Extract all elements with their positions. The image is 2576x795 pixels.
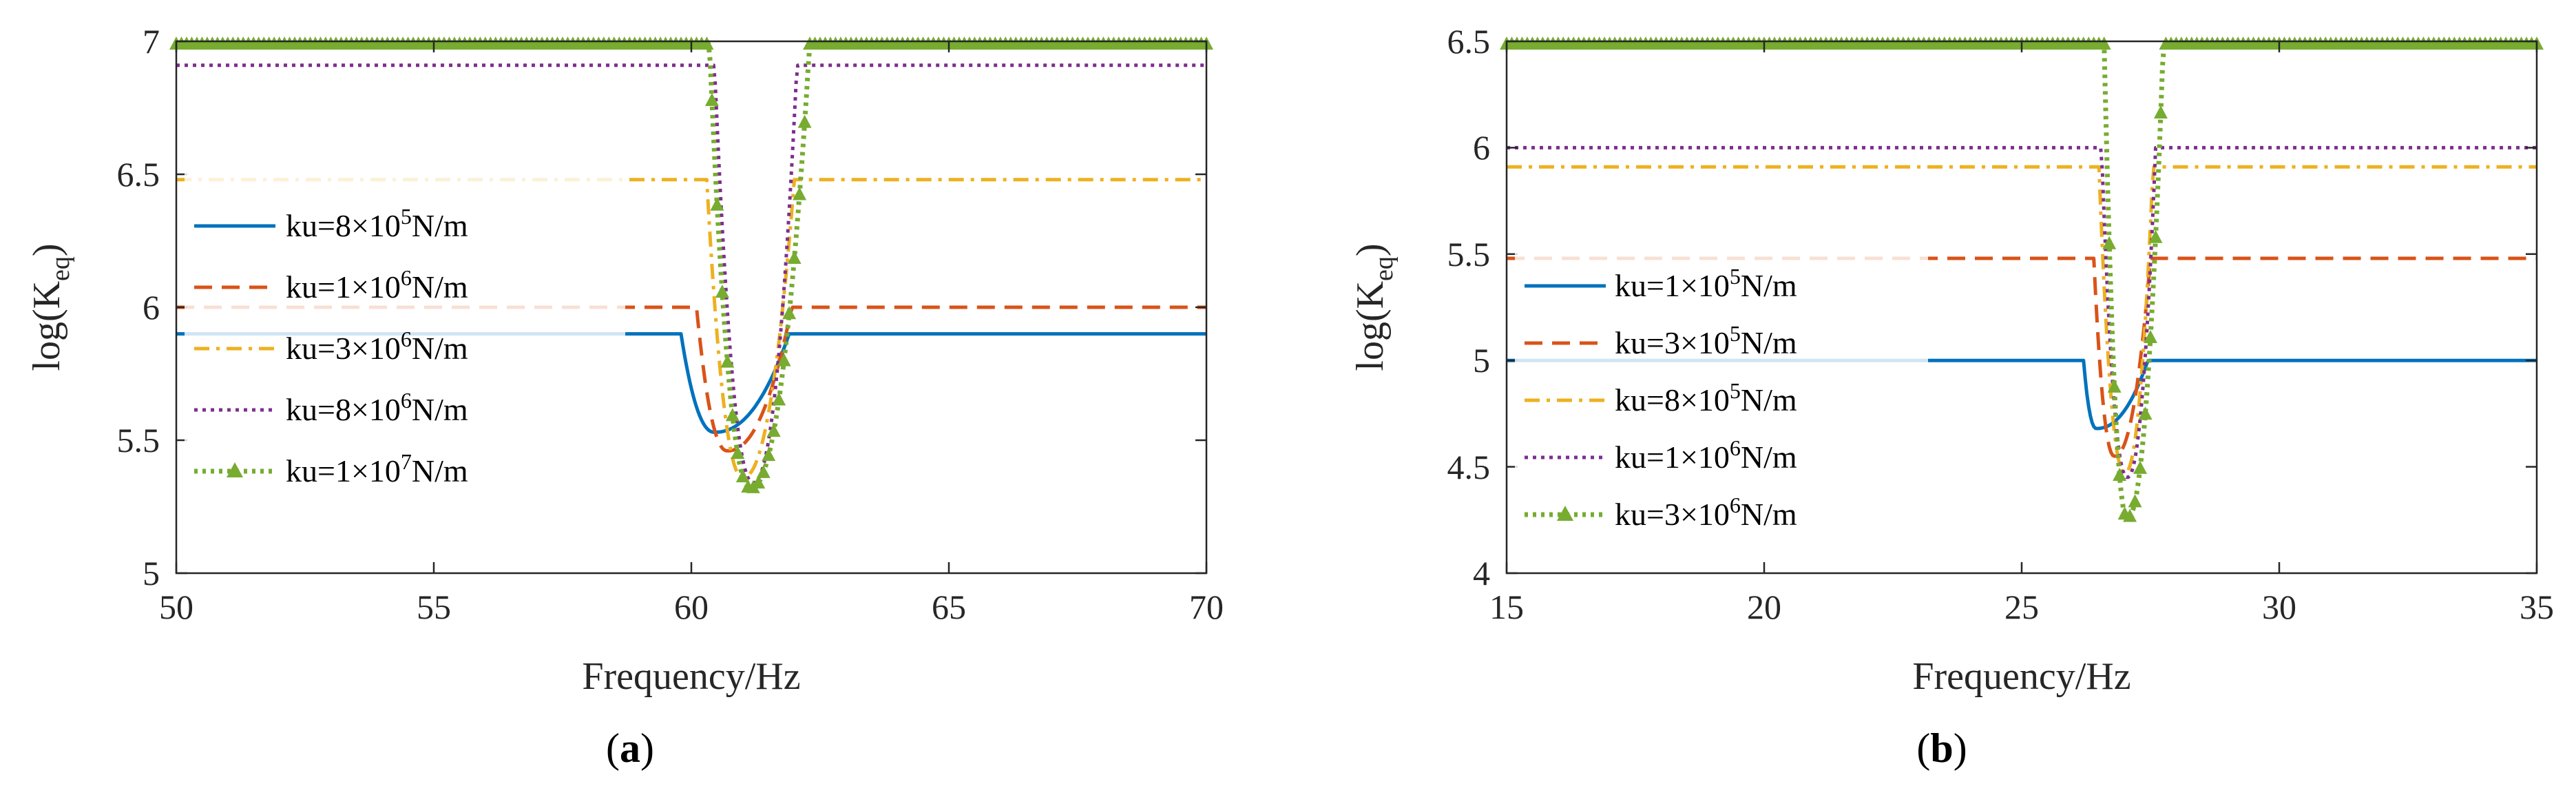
panel-a-legend-label: ku=1×106N/m (286, 265, 468, 304)
panel-b-legend-swatches (1525, 284, 1606, 521)
panel-a-ticks (175, 40, 1208, 575)
panel-a-xtick-label: 70 (1189, 588, 1224, 626)
panel-b-legend-label: ku=1×106N/m (1615, 435, 1797, 475)
panel-b-triangle-marker (2123, 508, 2137, 522)
panel-b-xtick-label: 30 (2262, 588, 2296, 626)
panel-a-triangle-marker (777, 353, 791, 366)
panel-a-triangle-marker (762, 448, 776, 462)
panel-b-ytick-label: 5.5 (1447, 235, 1491, 273)
panel-b-series-line-4 (1507, 145, 2537, 479)
panel-a-xtick-label: 55 (417, 588, 451, 626)
panel-a-triangle-marker (766, 424, 781, 437)
panel-a-ytick-label: 6 (143, 288, 160, 327)
panel-b-ytick-label: 4 (1473, 554, 1490, 592)
panel-a-legend-label: ku=3×106N/m (286, 327, 468, 366)
panel-a-triangle-marker (787, 250, 802, 264)
panel-b-y-axis-title: log(Keq) (1349, 243, 1399, 371)
panel-b-ytick-label: 6 (1473, 128, 1490, 167)
panel-a-triangle-marker (725, 408, 740, 422)
panel-a-xtick-label: 50 (159, 588, 193, 626)
panel-a-triangle-marker (793, 187, 807, 200)
panel-a-triangle-marker (704, 92, 719, 106)
panel-b-caption: (b) (1916, 725, 1967, 771)
panel-a-xtick-label: 60 (674, 588, 709, 626)
panel-b-ytick-label: 4.5 (1447, 448, 1491, 486)
panel-b-xtick-label: 20 (1747, 588, 1781, 626)
panel-b-xtick-label: 25 (2004, 588, 2039, 626)
panel-b-triangle-marker (2128, 494, 2142, 508)
panel-a-ytick-label: 6.5 (117, 155, 160, 194)
panel-b-xtick-label: 15 (1489, 588, 1524, 626)
panel-b-ytick-label: 5 (1473, 341, 1490, 380)
panel-b-triangle-marker (2113, 468, 2127, 482)
panel-b-legend-label: ku=3×106N/m (1615, 493, 1797, 532)
panel-b-triangle-marker (2133, 460, 2148, 474)
panel-b-series-markers-5 (1500, 37, 2544, 522)
panel-b-legend: ku=1×105N/m ku=3×105N/m ku=8×105N/m ku=1… (1515, 248, 1928, 558)
panel-a-legend-label: ku=8×106N/m (286, 388, 468, 427)
panel-a-triangle-marker (797, 114, 812, 128)
panel-b-triangle-marker (2097, 37, 2111, 50)
panel-a-triangle-marker (751, 475, 766, 489)
panel-a-series-line-4 (176, 63, 1206, 485)
panel-a-chart: 5 5.5 6 6.5 7 50 55 60 65 70 Frequency/H… (25, 22, 1224, 771)
panel-a-legend-box (185, 171, 625, 557)
panel-a-triangle-marker (772, 392, 786, 406)
panel-b-triangle-marker (2138, 406, 2153, 420)
panel-b-legend-box (1515, 248, 1928, 558)
panel-b-legend-label: ku=3×105N/m (1615, 321, 1797, 360)
panel-b-legend-triangle (1557, 506, 1573, 521)
panel-a-series-markers-5 (169, 37, 1213, 493)
panel-b-ytick-label: 6.5 (1447, 22, 1491, 61)
panel-a-triangle-marker (756, 464, 771, 478)
panel-b-triangle-marker (2107, 379, 2122, 393)
panel-a-ytick-label: 5.5 (117, 421, 160, 460)
panel-a-legend-label: ku=8×105N/m (286, 204, 468, 243)
panel-b-triangle-marker (2102, 236, 2117, 249)
panel-b-triangle-marker (2144, 330, 2157, 344)
panel-b-chart: 4 4.5 5 5.5 6 6.5 15 20 25 30 35 Frequen… (1349, 22, 2554, 771)
panel-a-triangle-marker (700, 37, 714, 50)
panel-a-xtick-label: 65 (932, 588, 966, 626)
panel-b-xtick-label: 35 (2520, 588, 2554, 626)
panel-a-legend-triangle (227, 462, 243, 477)
panel-a-y-axis-title: log(Keq) (25, 243, 75, 371)
panel-a-triangle-marker (720, 354, 735, 368)
panel-a-triangle-marker (715, 285, 729, 298)
panel-b-triangle-marker (2148, 229, 2163, 243)
panel-a-x-axis-title: Frequency/Hz (582, 655, 800, 698)
panel-a-legend-swatches (194, 224, 275, 477)
panel-a-ytick-label: 7 (143, 22, 160, 61)
panel-a-triangle-marker (731, 446, 745, 460)
panel-a-ytick-label: 5 (143, 554, 160, 592)
panel-b-series-line-3 (1507, 165, 2537, 475)
panel-a-caption: (a) (606, 725, 654, 771)
panel-a-triangle-marker (710, 197, 724, 211)
panel-b-triangle-marker (2153, 105, 2168, 119)
panel-a-legend: ku=8×105N/m ku=1×106N/m ku=3×106N/m ku=8… (185, 171, 625, 557)
panel-a-legend-label: ku=1×107N/m (286, 449, 468, 488)
panel-a-triangle-marker (782, 306, 797, 320)
panel-b-legend-label: ku=1×105N/m (1615, 264, 1797, 303)
panel-b-x-axis-title: Frequency/Hz (1912, 655, 2130, 698)
panel-b-legend-label: ku=8×105N/m (1615, 378, 1797, 417)
panel-a-triangle-marker (735, 469, 750, 483)
